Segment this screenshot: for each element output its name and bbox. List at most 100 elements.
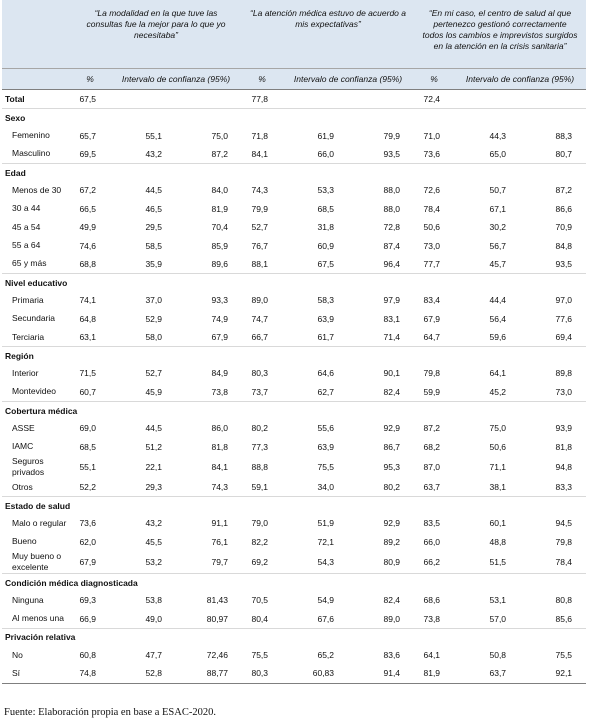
cell: 45,2 (489, 386, 507, 397)
cell: 53,1 (489, 595, 507, 606)
row-label: Bueno (12, 536, 37, 547)
cell: 76,1 (211, 536, 229, 547)
group-header: “En mi caso, el centro de salud al que p… (414, 0, 587, 69)
data-row: Otros 52,2 29,3 74,3 59,1 34,0 80,2 63,7 38,1 83,… (2, 478, 586, 497)
section-title: Edad (2, 163, 587, 182)
data-row: 45 a 54 49,9 29,5 70,4 52,7 31,8 72,8 50,6 30,2 7… (2, 218, 586, 236)
cell: 49,9 (79, 222, 96, 233)
cell: 60,8 (79, 650, 96, 660)
cell: 64,1 (423, 650, 441, 660)
cell: 80,4 (251, 613, 269, 624)
row-label: Seguros privados (12, 455, 45, 477)
cell: 73,6 (79, 518, 96, 529)
cell: 67,9 (211, 332, 229, 343)
section-title: Privación relativa (2, 627, 587, 646)
cell: 80,3 (251, 368, 269, 379)
cell: 62,7 (317, 386, 335, 397)
cell: 79,8 (423, 368, 441, 379)
subheader-interval: Intervalo de confianza (95%) (110, 68, 243, 90)
subheader-interval: Intervalo de confianza (95%) (282, 68, 415, 90)
corner (2, 0, 70, 69)
cell: 52,9 (145, 313, 162, 324)
data-row: Sí 74,8 52,8 88,77 80,3 60,83 91,4 81,9 63,7 92,1 (2, 664, 587, 684)
row-label: Sí (2, 664, 70, 684)
cell: 70,5 (251, 595, 269, 606)
data-row: Primaria 74,1 37,0 93,3 89,0 58,3 97,9 83,4 44,4… (2, 291, 586, 309)
cell: 78,4 (423, 203, 441, 214)
section-row: Condición médica diagnosticada (2, 573, 587, 592)
cell: 55,1 (79, 461, 96, 472)
row-label: 45 a 54 (12, 221, 41, 232)
cell: 29,5 (145, 222, 162, 233)
cell: 52,7 (145, 368, 162, 379)
cell: 75,5 (317, 461, 335, 472)
cell: 29,3 (145, 482, 162, 493)
section-title: Nivel educativo (2, 273, 587, 292)
section-title: Sexo (2, 108, 587, 127)
cell-empty (282, 90, 348, 109)
cell: 50,7 (489, 185, 507, 196)
cell: 59,6 (489, 332, 507, 343)
cell: 50,8 (489, 650, 507, 660)
cell: 56,7 (489, 240, 507, 251)
cell: 73,7 (251, 386, 269, 397)
cell-empty (520, 90, 586, 109)
data-row: 30 a 44 66,5 46,5 81,9 79,9 68,5 88,0 78,4 67,1 8… (2, 200, 586, 218)
row-label: Interior (12, 367, 39, 378)
cell-empty (454, 90, 520, 109)
cell: 97,0 (555, 295, 573, 306)
group-header: “La atención médica estuvo de acuerdo a … (242, 0, 415, 69)
cell: 89,2 (383, 536, 401, 547)
cell: 84,1 (211, 461, 229, 472)
cell: 73,0 (423, 240, 441, 251)
cell: 70,4 (211, 222, 229, 233)
cell: 63,7 (454, 664, 521, 684)
data-row: Masculino 69,5 43,2 87,2 84,1 66,0 93,5 73,6 65,… (2, 145, 586, 164)
data-row: Femenino 65,7 55,1 75,0 71,8 61,9 79,9 71,0 44,3… (2, 126, 586, 144)
row-label: Muy bueno o excelente (12, 551, 62, 573)
cell: 63,9 (317, 313, 335, 324)
cell: 80,8 (555, 595, 573, 606)
cell: 84,0 (211, 185, 229, 196)
cell: 93,3 (211, 295, 229, 306)
cell: 67,9 (423, 313, 441, 324)
cell: 83,4 (423, 295, 441, 306)
cell: 71,0 (423, 130, 441, 141)
cell: 58,3 (317, 295, 335, 306)
data-row: Seguros privados 55,1 22,1 84,1 88,8 75,5 95,3… (2, 456, 586, 478)
cell: 66,0 (423, 536, 441, 547)
cell: 61,9 (317, 130, 335, 141)
row-label: Terciaria (12, 331, 45, 342)
cell: 66,0 (317, 148, 335, 159)
cell: 66,2 (423, 557, 441, 568)
cell: 68,5 (317, 203, 335, 214)
cell: 44,4 (489, 295, 507, 306)
data-row: Interior 71,5 52,7 84,9 80,3 64,6 90,1 79,8 64,1… (2, 364, 586, 382)
cell: 67,6 (317, 613, 335, 624)
cell: 84,1 (251, 148, 269, 159)
cell: 76,7 (251, 240, 269, 251)
cell: 55,6 (317, 423, 335, 434)
cell: 47,7 (145, 650, 162, 660)
cell: 48,8 (489, 536, 507, 547)
data-row: Terciaria 63,1 58,0 67,9 66,7 61,7 71,4 64,7 59,… (2, 328, 586, 347)
cell: 96,4 (383, 258, 401, 269)
cell: 80,9 (383, 557, 401, 568)
results-table: “La modalidad en la que tuve las consult… (2, 0, 587, 684)
data-row: 55 a 64 74,6 58,5 85,9 76,7 60,9 87,4 73,0 56,7 8… (2, 236, 586, 254)
row-label: No (12, 649, 23, 660)
cell: 81,8 (211, 441, 229, 452)
cell: 88,77 (176, 664, 243, 684)
cell-empty (348, 90, 414, 109)
cell: 63,9 (317, 441, 335, 452)
cell: 77,6 (555, 313, 573, 324)
cell: 86,0 (211, 423, 229, 434)
cell: 90,1 (383, 368, 401, 379)
cell: 64,8 (79, 313, 96, 324)
cell: 55,1 (145, 130, 162, 141)
cell: 67,5 (317, 258, 335, 269)
cell: 86,7 (383, 441, 401, 452)
cell: 87,2 (423, 423, 441, 434)
cell: 69,3 (79, 595, 96, 606)
